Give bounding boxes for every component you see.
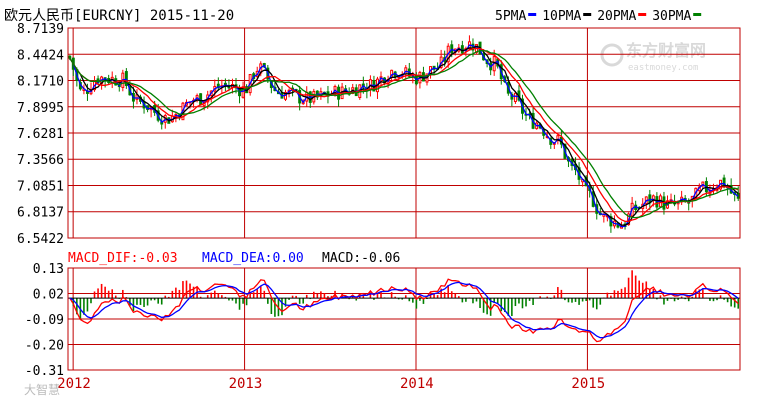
candle-body [241, 86, 245, 98]
ma-line-10pma [69, 45, 739, 226]
watermark: 东方财富网 eastmoney.com [600, 41, 706, 73]
x-tick-label: 2015 [571, 376, 605, 392]
candle-body [556, 135, 560, 142]
macd-histogram [72, 270, 740, 319]
macd-dif-label: MACD_DIF:-0.03 [68, 251, 178, 266]
x-tick-label: 2013 [229, 376, 263, 392]
price-tick-label: 8.7139 [17, 22, 64, 37]
macd-dea-label: MACD_DEA:0.00 [202, 251, 304, 266]
price-y-axis: 8.7139 8.4424 8.1710 7.8995 7.6281 7.3566 7.08… [17, 22, 64, 247]
chart-title: 欧元人民币[EURCNY] 2015-11-20 [4, 8, 234, 24]
macd-dea-line [69, 281, 739, 339]
bottom-watermark: 大智慧 [24, 382, 60, 397]
legend-swatch-30pma [693, 13, 702, 16]
legend-label-5pma: 5PMA [495, 9, 526, 24]
price-tick-label: 8.4424 [17, 48, 64, 63]
price-panel-frame [67, 27, 741, 239]
macd-value-label: MACD:-0.06 [322, 251, 400, 266]
macd-tick-label: -0.31 [25, 364, 64, 379]
watermark-url: eastmoney.com [628, 63, 698, 73]
candle-body [460, 45, 464, 54]
watermark-logo-icon [600, 43, 624, 67]
legend-swatch-5pma [528, 13, 537, 16]
price-tick-label: 8.1710 [17, 74, 64, 89]
ma-line-20pma [69, 47, 739, 223]
moving-average-lines [69, 44, 739, 228]
macd-dif-line [69, 278, 739, 343]
legend-label-10pma: 10PMA [542, 9, 581, 24]
x-tick-label: 2012 [57, 376, 91, 392]
legend-label-30pma: 30PMA [652, 9, 691, 24]
price-tick-label: 7.6281 [17, 127, 64, 142]
price-tick-label: 6.5422 [17, 232, 64, 247]
price-tick-label: 7.3566 [17, 153, 64, 168]
legend-swatch-20pma [638, 13, 647, 16]
ma-line-5pma [69, 44, 739, 228]
legend-label-20pma: 20PMA [597, 9, 636, 24]
candle-body [124, 71, 128, 86]
watermark-brand: 东方财富网 [626, 41, 706, 60]
macd-y-axis: 0.13 0.02 -0.09 -0.20 -0.31 [25, 262, 64, 379]
candle-body [648, 194, 652, 204]
panel-frames [67, 27, 741, 371]
macd-panel-frame [67, 267, 741, 371]
price-tick-label: 6.8137 [17, 206, 64, 221]
ma-line-30pma [69, 49, 739, 219]
candle-body [68, 55, 72, 59]
ma-legend: 5PMA 10PMA 20PMA 30PMA [495, 9, 702, 24]
macd-tick-label: 0.02 [33, 288, 64, 303]
x-tick-label: 2014 [400, 376, 434, 392]
candle-body [227, 86, 231, 89]
macd-lines [68, 278, 740, 343]
x-axis: 2012 2013 2014 2015 [57, 376, 605, 392]
macd-tick-label: -0.09 [25, 313, 64, 328]
candle-body [513, 92, 517, 103]
legend-swatch-10pma [583, 13, 592, 16]
macd-tick-label: -0.20 [25, 339, 64, 354]
price-tick-label: 7.0851 [17, 180, 64, 195]
macd-tick-label: 0.13 [33, 262, 64, 277]
price-tick-label: 7.8995 [17, 101, 64, 116]
